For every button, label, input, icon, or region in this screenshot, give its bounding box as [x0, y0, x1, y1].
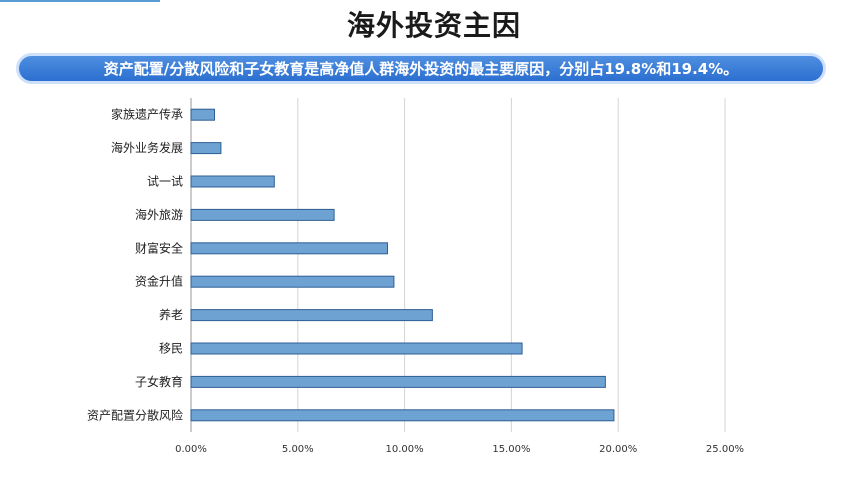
category-label: 移民	[159, 342, 183, 356]
bar	[190, 342, 523, 355]
category-label: 海外旅游	[135, 207, 183, 222]
x-tick-label: 25.00%	[706, 444, 744, 455]
bar	[190, 309, 433, 322]
x-tick-label: 0.00%	[175, 444, 207, 455]
tick-label-layer: 0.00% 5.00% 10.00% 15.00% 20.00% 25.00%	[175, 444, 744, 455]
category-label: 海外业务发展	[111, 140, 183, 155]
bar	[190, 142, 222, 155]
category-label-layer: 家族遗产传承海外业务发展试一试海外旅游财富安全资金升值养老移民子女教育资产配置分…	[87, 107, 183, 423]
bar	[190, 108, 215, 121]
top-accent-line	[0, 0, 160, 2]
summary-banner: 资产配置/分散风险和子女教育是高净值人群海外投资的最主要原因，分别占19.8%和…	[16, 53, 826, 84]
category-label: 试一试	[147, 174, 183, 189]
x-tick-label: 5.00%	[282, 444, 314, 455]
bar-layer	[190, 108, 615, 422]
bar	[190, 208, 335, 221]
bar	[190, 375, 606, 388]
category-label: 子女教育	[135, 374, 183, 389]
page-title: 海外投资主因	[346, 9, 521, 42]
bar	[190, 275, 395, 288]
category-label: 家族遗产传承	[111, 107, 183, 122]
category-label: 财富安全	[135, 240, 183, 255]
bar	[190, 242, 389, 255]
x-tick-label: 20.00%	[599, 444, 637, 455]
category-label: 资产配置分散风险	[87, 407, 183, 422]
category-label: 资金升值	[135, 274, 183, 289]
x-tick-label: 15.00%	[492, 444, 530, 455]
category-label: 养老	[159, 307, 183, 322]
x-tick-label: 10.00%	[386, 444, 424, 455]
bar	[190, 409, 615, 422]
bar	[190, 175, 275, 188]
